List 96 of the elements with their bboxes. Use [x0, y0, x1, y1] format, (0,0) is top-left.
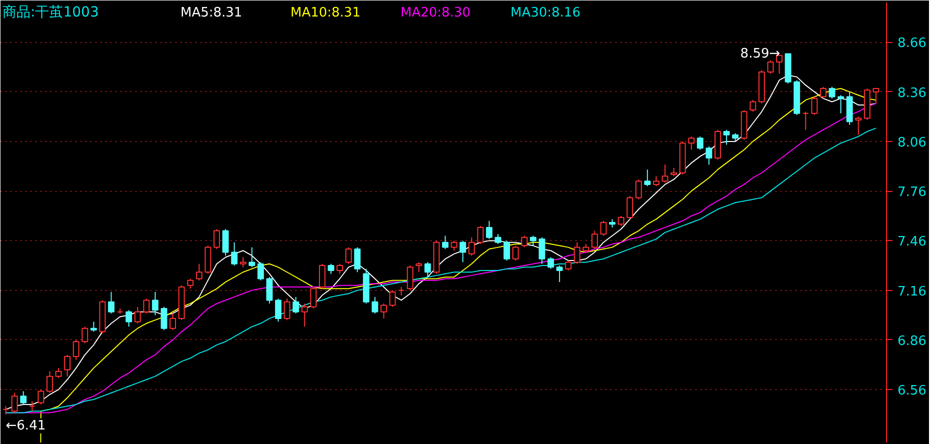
candlestick [855, 116, 862, 136]
text: MA5:8.31 [180, 6, 242, 20]
candlestick [301, 303, 308, 328]
candlestick [565, 260, 572, 271]
y-tick-label: 6.86 [898, 334, 926, 349]
candlestick [723, 129, 730, 146]
candlestick [494, 234, 502, 245]
candlestick [82, 326, 88, 344]
candlestick [442, 235, 448, 250]
candlestick [872, 88, 880, 104]
candlestick [486, 220, 492, 240]
candlestick [222, 228, 229, 256]
y-tick-label: 8.66 [898, 36, 926, 52]
candlestick [389, 290, 396, 308]
candlestick [345, 246, 352, 264]
candlestick [284, 298, 290, 321]
candlestick [214, 228, 220, 250]
y-tick-label: 7.16 [898, 284, 926, 300]
annotation: ←6.41 [6, 418, 46, 434]
candlestick [72, 339, 80, 360]
candlestick [2, 406, 9, 415]
candlestick [767, 60, 774, 74]
candlestick [354, 246, 361, 273]
chart-title: 商品:干茧1003 [2, 4, 99, 20]
candlestick [828, 86, 836, 99]
candlestick [248, 246, 256, 268]
candlestick [380, 303, 387, 319]
candlestick [64, 354, 71, 377]
candlestick [820, 86, 826, 99]
candlestick [706, 146, 712, 166]
candlestick [398, 286, 405, 296]
candlestick [372, 296, 378, 314]
candlestick [318, 263, 326, 290]
candlestick [196, 263, 202, 281]
candlestick [460, 240, 466, 263]
candlestick [90, 321, 97, 332]
candlestick [152, 291, 158, 316]
candlestick [548, 256, 554, 270]
candlestick [266, 276, 273, 304]
candlestick [275, 298, 282, 322]
candlestick [55, 368, 62, 378]
text: MA20:8.30 [400, 6, 470, 20]
candlestick [626, 196, 634, 220]
candlestick [652, 176, 660, 187]
y-tick-label: 6.56 [898, 384, 926, 399]
candlestick [618, 215, 624, 226]
candlestick [240, 256, 246, 268]
candlestick [750, 100, 756, 112]
candlestick [108, 291, 114, 314]
candlestick [160, 306, 168, 331]
candlestick [20, 390, 27, 405]
candlestick [28, 400, 36, 412]
candlestick [521, 235, 528, 248]
candlestick [644, 169, 651, 187]
candlestick [406, 265, 414, 291]
candlestick [688, 136, 695, 150]
candlestick [556, 265, 563, 283]
candlestick [328, 263, 334, 274]
candlestick [310, 286, 317, 310]
candlestick [600, 220, 607, 236]
candlestick [46, 370, 53, 394]
candlestick [231, 242, 238, 266]
annotation: 8.59→ [740, 46, 780, 62]
text: MA30:8.16 [510, 6, 580, 20]
candlestick [170, 312, 176, 331]
candlestick [811, 96, 818, 116]
candlestick [257, 262, 264, 281]
candlestick [477, 225, 484, 245]
y-tick-label: 8.36 [898, 86, 926, 101]
y-tick-label: 7.46 [898, 234, 926, 250]
candlestick [143, 298, 150, 314]
candlestick [538, 236, 546, 264]
candlestick [416, 262, 422, 273]
candlestick [424, 262, 431, 278]
candlestick [134, 306, 141, 324]
candlestick [336, 263, 344, 274]
text: MA10:8.31 [290, 6, 360, 20]
candlestick [38, 389, 44, 405]
candlestick [802, 111, 809, 130]
candlestick [591, 230, 598, 250]
candlestick [530, 235, 536, 246]
candlestick [468, 236, 475, 256]
candlestick [696, 136, 704, 150]
candlestick [292, 296, 300, 314]
candlestick [504, 240, 510, 262]
candlestick [126, 310, 132, 328]
candlestick [450, 240, 458, 252]
candlestick [635, 178, 642, 200]
candlestick [512, 245, 519, 262]
candlestick [574, 242, 580, 264]
candlestick [838, 94, 844, 114]
y-tick-label: 8.06 [898, 135, 926, 150]
candlestick [662, 164, 668, 184]
candlestick [187, 278, 194, 290]
y-tick-label: 7.76 [898, 185, 926, 200]
candlestick [11, 392, 18, 414]
